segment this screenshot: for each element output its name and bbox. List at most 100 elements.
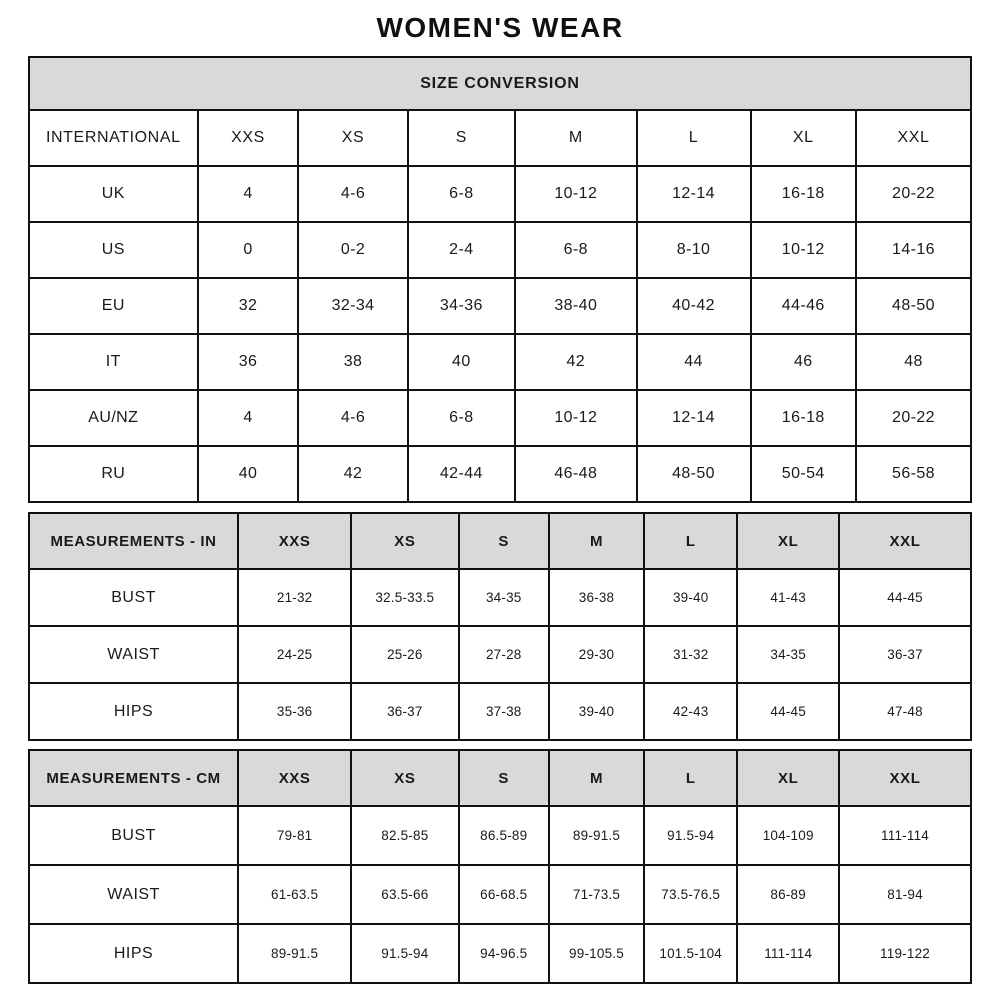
value-cell: 10-12 xyxy=(514,389,638,447)
value-cell: 41-43 xyxy=(736,568,841,627)
value-cell: 44-46 xyxy=(749,277,858,335)
value-cell: 10-12 xyxy=(749,221,858,279)
value-cell: 21-32 xyxy=(237,568,353,627)
column-header-xl: XL xyxy=(736,512,841,570)
value-cell: 47-48 xyxy=(838,682,972,741)
value-cell: 46 xyxy=(749,333,858,391)
column-header-xl: XL xyxy=(736,749,841,807)
value-cell: 40 xyxy=(196,445,300,503)
value-cell: 46-48 xyxy=(514,445,638,503)
value-cell: 39-40 xyxy=(547,682,646,741)
value-cell: 71-73.5 xyxy=(547,864,646,925)
value-cell: 89-91.5 xyxy=(547,805,646,866)
value-cell: 16-18 xyxy=(749,165,858,223)
column-header-l: L xyxy=(643,749,739,807)
value-cell: 66-68.5 xyxy=(457,864,550,925)
value-cell: 48-50 xyxy=(635,445,752,503)
size-guide-page: WOMEN'S WEAR SIZE CONVERSION INTERNATION… xyxy=(27,0,972,984)
column-header-xxl: XXL xyxy=(855,109,972,167)
value-cell: 39-40 xyxy=(643,568,739,627)
value-cell: 4 xyxy=(196,165,300,223)
value-cell: 24-25 xyxy=(237,625,353,684)
header-row: MEASUREMENTS - CM XXS XS S M L XL XXL xyxy=(27,749,972,807)
row-label-ru: RU xyxy=(28,445,199,503)
row-label-waist: WAIST xyxy=(27,625,240,684)
value-cell: 16-18 xyxy=(749,389,858,447)
row-label-us: US xyxy=(28,221,199,279)
row-label-uk: UK xyxy=(28,165,199,223)
value-cell: 20-22 xyxy=(855,389,972,447)
value-cell: 6-8 xyxy=(406,389,517,447)
value-cell: 0 xyxy=(196,221,300,279)
value-cell: 37-38 xyxy=(457,682,550,741)
table-row-eu: EU 32 32-34 34-36 38-40 40-42 44-46 48-50 xyxy=(28,277,972,335)
value-cell: 89-91.5 xyxy=(237,923,353,984)
table-banner-row: SIZE CONVERSION xyxy=(28,56,972,111)
value-cell: 34-35 xyxy=(736,625,841,684)
value-cell: 10-12 xyxy=(514,165,638,223)
column-header-s: S xyxy=(457,512,550,570)
table-row-uk: UK 4 4-6 6-8 10-12 12-14 16-18 20-22 xyxy=(28,165,972,223)
table-row-bust: BUST 79-81 82.5-85 86.5-89 89-91.5 91.5-94 104… xyxy=(27,805,972,866)
value-cell: 42 xyxy=(297,445,409,503)
value-cell: 32 xyxy=(196,277,300,335)
value-cell: 104-109 xyxy=(736,805,841,866)
value-cell: 35-36 xyxy=(237,682,353,741)
value-cell: 38-40 xyxy=(514,277,638,335)
table-banner: SIZE CONVERSION xyxy=(28,56,972,111)
value-cell: 34-35 xyxy=(457,568,550,627)
value-cell: 12-14 xyxy=(635,165,752,223)
column-header-l: L xyxy=(635,109,752,167)
value-cell: 36-37 xyxy=(838,625,972,684)
value-cell: 86-89 xyxy=(736,864,841,925)
row-label-eu: EU xyxy=(28,277,199,335)
value-cell: 36-37 xyxy=(350,682,460,741)
value-cell: 73.5-76.5 xyxy=(643,864,739,925)
table-row-bust: BUST 21-32 32.5-33.5 34-35 36-38 39-40 41-43 44… xyxy=(27,568,972,627)
table-row-waist: WAIST 61-63.5 63.5-66 66-68.5 71-73.5 73.5-76… xyxy=(27,864,972,925)
value-cell: 2-4 xyxy=(406,221,517,279)
value-cell: 44-45 xyxy=(736,682,841,741)
column-header-xxl: XXL xyxy=(838,749,972,807)
column-header-xs: XS xyxy=(297,109,409,167)
column-header-xxs: XXS xyxy=(237,512,353,570)
value-cell: 91.5-94 xyxy=(643,805,739,866)
value-cell: 42-44 xyxy=(406,445,517,503)
table-row-it: IT 36 38 40 42 44 46 48 xyxy=(28,333,972,391)
value-cell: 48-50 xyxy=(855,277,972,335)
column-header-measurements-in: MEASUREMENTS - IN xyxy=(27,512,240,570)
value-cell: 0-2 xyxy=(297,221,409,279)
measurements-in-table: MEASUREMENTS - IN XXS XS S M L XL XXL BUST 21-32… xyxy=(27,512,972,741)
value-cell: 79-81 xyxy=(237,805,353,866)
value-cell: 34-36 xyxy=(406,277,517,335)
column-header-m: M xyxy=(547,749,646,807)
value-cell: 25-26 xyxy=(350,625,460,684)
value-cell: 86.5-89 xyxy=(457,805,550,866)
column-header-xxs: XXS xyxy=(196,109,300,167)
value-cell: 12-14 xyxy=(635,389,752,447)
value-cell: 81-94 xyxy=(838,864,972,925)
row-label-hips: HIPS xyxy=(27,682,240,741)
table-row-ru: RU 40 42 42-44 46-48 48-50 50-54 56-58 xyxy=(28,445,972,503)
table-row-hips: HIPS 35-36 36-37 37-38 39-40 42-43 44-45 47-48 xyxy=(27,682,972,741)
row-label-bust: BUST xyxy=(27,568,240,627)
value-cell: 101.5-104 xyxy=(643,923,739,984)
row-label-waist: WAIST xyxy=(27,864,240,925)
value-cell: 91.5-94 xyxy=(350,923,460,984)
column-header-xs: XS xyxy=(350,749,460,807)
column-header-xs: XS xyxy=(350,512,460,570)
value-cell: 36-38 xyxy=(547,568,646,627)
column-header-international: INTERNATIONAL xyxy=(28,109,199,167)
row-label-au-nz: AU/NZ xyxy=(28,389,199,447)
value-cell: 27-28 xyxy=(457,625,550,684)
value-cell: 14-16 xyxy=(855,221,972,279)
value-cell: 119-122 xyxy=(838,923,972,984)
value-cell: 48 xyxy=(855,333,972,391)
value-cell: 32-34 xyxy=(297,277,409,335)
value-cell: 63.5-66 xyxy=(350,864,460,925)
value-cell: 56-58 xyxy=(855,445,972,503)
value-cell: 32.5-33.5 xyxy=(350,568,460,627)
value-cell: 111-114 xyxy=(736,923,841,984)
value-cell: 20-22 xyxy=(855,165,972,223)
value-cell: 4-6 xyxy=(297,389,409,447)
